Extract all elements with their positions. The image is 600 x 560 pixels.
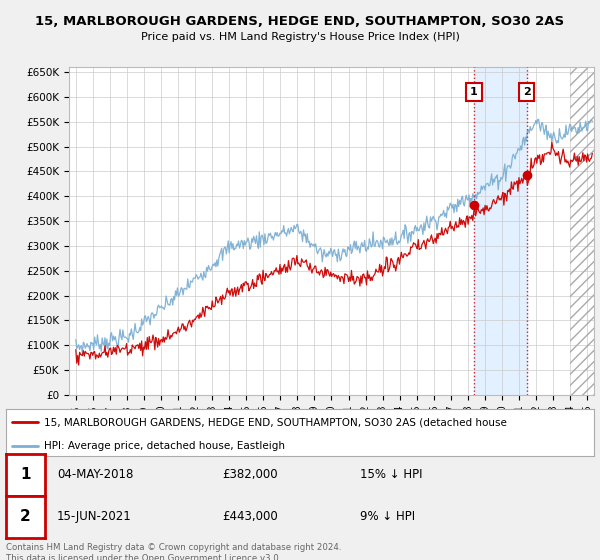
Text: £443,000: £443,000 bbox=[222, 510, 278, 523]
Text: 15, MARLBOROUGH GARDENS, HEDGE END, SOUTHAMPTON, SO30 2AS: 15, MARLBOROUGH GARDENS, HEDGE END, SOUT… bbox=[35, 15, 565, 28]
Text: Price paid vs. HM Land Registry's House Price Index (HPI): Price paid vs. HM Land Registry's House … bbox=[140, 32, 460, 42]
Text: 15, MARLBOROUGH GARDENS, HEDGE END, SOUTHAMPTON, SO30 2AS (detached house: 15, MARLBOROUGH GARDENS, HEDGE END, SOUT… bbox=[44, 417, 507, 427]
Text: £382,000: £382,000 bbox=[222, 468, 278, 481]
Text: 2: 2 bbox=[20, 509, 31, 524]
Bar bbox=[570, 67, 594, 395]
Text: HPI: Average price, detached house, Eastleigh: HPI: Average price, detached house, East… bbox=[44, 441, 285, 451]
Text: 15-JUN-2021: 15-JUN-2021 bbox=[57, 510, 132, 523]
Text: 1: 1 bbox=[20, 467, 31, 482]
Text: Contains HM Land Registry data © Crown copyright and database right 2024.
This d: Contains HM Land Registry data © Crown c… bbox=[6, 543, 341, 560]
Text: 04-MAY-2018: 04-MAY-2018 bbox=[57, 468, 133, 481]
Bar bbox=[474, 67, 527, 395]
Text: 15% ↓ HPI: 15% ↓ HPI bbox=[360, 468, 422, 481]
Text: 9% ↓ HPI: 9% ↓ HPI bbox=[360, 510, 415, 523]
Text: 2: 2 bbox=[523, 87, 530, 97]
Text: 1: 1 bbox=[470, 87, 478, 97]
